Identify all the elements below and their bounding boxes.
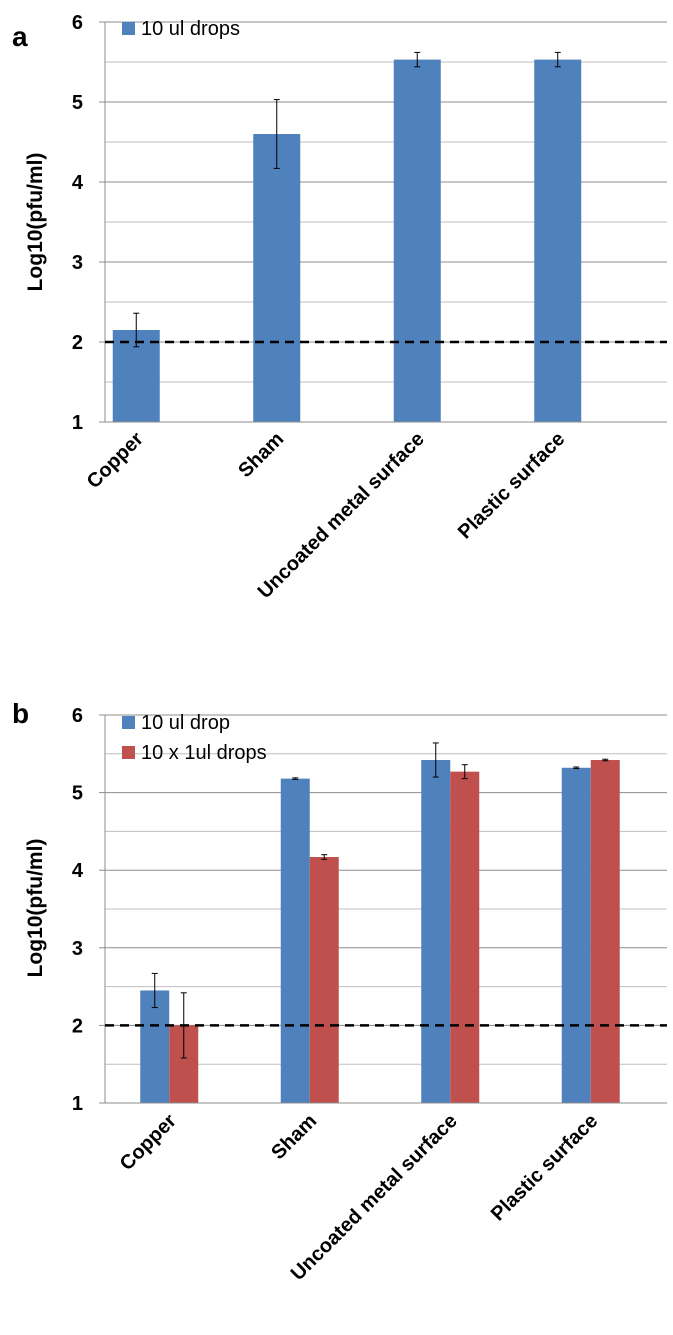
bar [450, 771, 480, 1103]
legend-label: 10 x 1ul drops [141, 742, 267, 764]
x-category-label: Plastic surface [487, 1110, 602, 1225]
y-tick-label: 2 [72, 1015, 83, 1037]
x-category-label: Copper [83, 428, 148, 493]
y-tick-label: 3 [72, 252, 83, 274]
legend-swatch [122, 746, 135, 759]
y-tick-label: 5 [72, 92, 83, 114]
y-axis-title: Log10(pfu/ml) [24, 839, 47, 978]
y-tick-label: 1 [72, 1093, 83, 1115]
legend-label: 10 ul drop [141, 712, 230, 734]
x-category-label: Uncoated metal surface [287, 1110, 462, 1285]
y-tick-label: 2 [72, 332, 83, 354]
y-tick-label: 4 [72, 172, 84, 194]
x-category-label: Plastic surface [454, 428, 569, 543]
panel-letter: b [12, 698, 29, 729]
y-tick-label: 4 [72, 860, 84, 882]
y-tick-label: 1 [72, 412, 83, 434]
bar [393, 59, 441, 422]
legend-swatch [122, 22, 135, 35]
y-tick-label: 6 [72, 705, 83, 727]
bar [590, 760, 620, 1103]
bar [253, 134, 301, 422]
chart-panel-b: b 1 2 3 4 5 6 Log10(pfu/ml) Copper Sham Uncoated m… [0, 690, 673, 1335]
x-category-label: Sham [267, 1110, 321, 1164]
bar [561, 767, 591, 1103]
bar [140, 990, 170, 1103]
bar [421, 760, 451, 1103]
chart-panel-a: a 1 2 3 4 5 6 Log10(pfu/ml) Copper Sham Uncoated m… [12, 12, 667, 603]
bar [280, 778, 310, 1103]
bar [309, 857, 339, 1103]
panel-letter: a [12, 21, 28, 52]
legend-swatch [122, 716, 135, 729]
y-axis-title: Log10(pfu/ml) [24, 153, 47, 292]
y-tick-label: 3 [72, 938, 83, 960]
x-category-label: Sham [234, 428, 288, 482]
y-tick-label: 6 [72, 12, 83, 34]
y-tick-label: 5 [72, 783, 83, 805]
legend-label: 10 ul drops [141, 18, 240, 40]
x-category-label: Uncoated metal surface [254, 428, 429, 603]
bar [534, 59, 582, 422]
x-category-label: Copper [116, 1110, 181, 1175]
